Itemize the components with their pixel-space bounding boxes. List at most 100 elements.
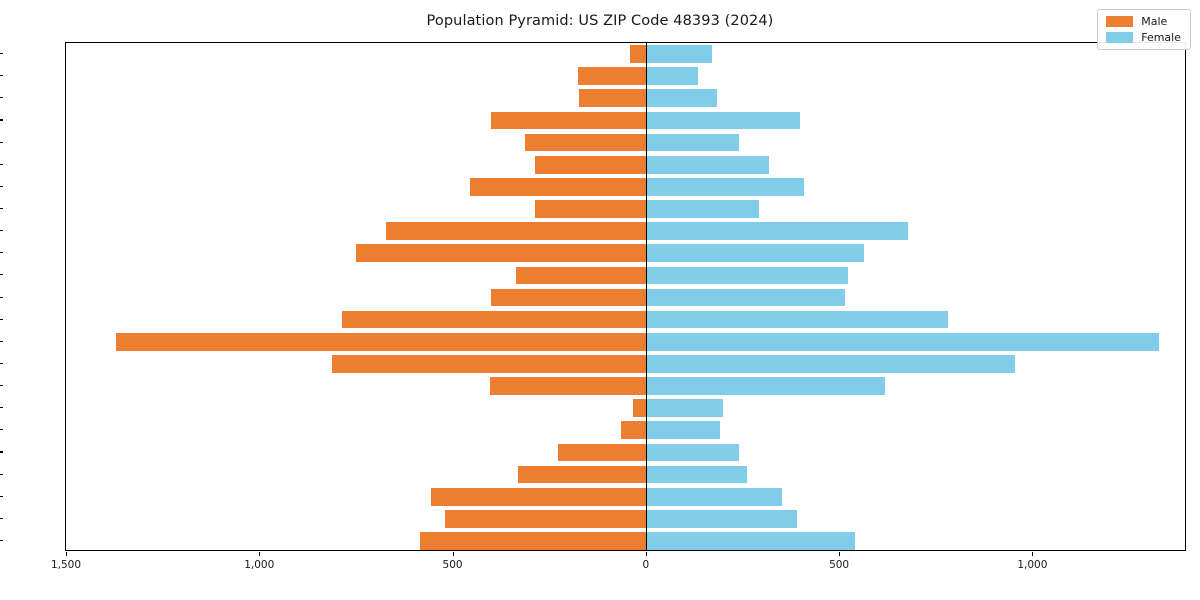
y-axis-tick-mark (0, 163, 3, 165)
y-axis-tick-mark (0, 407, 3, 409)
bar-row (66, 509, 1185, 528)
bar-row (66, 222, 1185, 240)
bar-male (557, 443, 646, 462)
bar-row (66, 244, 1185, 263)
bar-row (66, 111, 1185, 130)
legend-label: Female (1141, 31, 1181, 44)
legend-swatch-female (1106, 32, 1134, 43)
bar-female (645, 377, 886, 395)
y-axis-tick-mark (0, 473, 3, 475)
bar-male (419, 532, 646, 550)
bar-female (645, 222, 908, 240)
bar-male (630, 45, 646, 63)
bar-female (645, 487, 782, 506)
bar-male (490, 377, 646, 395)
bar-female (645, 421, 721, 440)
y-axis-tick-mark (0, 340, 3, 342)
bar-male (431, 487, 646, 506)
bar-female (645, 133, 739, 152)
y-axis-tick-mark (0, 53, 3, 55)
x-axis-tick-label: 500 (442, 559, 463, 571)
x-axis-tick-label: 1,000 (244, 559, 275, 571)
x-axis-tick-mark (66, 552, 68, 556)
bar-male (491, 111, 646, 130)
bar-row (66, 332, 1185, 351)
x-axis-tick-mark (452, 552, 454, 556)
bar-male (444, 509, 646, 528)
bar-female (645, 200, 759, 218)
bar-row (66, 133, 1185, 152)
bar-female (645, 399, 724, 417)
x-axis-tick-label: 1,500 (50, 559, 82, 571)
y-axis-tick-mark (0, 75, 3, 77)
x-axis-tick-mark (259, 552, 261, 556)
bar-male (469, 177, 646, 196)
bar-row (66, 200, 1185, 218)
bar-female (645, 266, 848, 285)
bar-female (645, 532, 855, 550)
bar-male (116, 332, 646, 351)
zero-axis-line (645, 43, 648, 550)
y-axis-tick-mark (0, 207, 3, 210)
chart-title: Population Pyramid: US ZIP Code 48393 (2… (426, 13, 774, 29)
bar-male (342, 310, 646, 329)
y-axis-tick-mark (0, 517, 3, 519)
bar-female (645, 310, 949, 329)
bar-male (578, 67, 646, 86)
bar-male (491, 288, 646, 307)
legend-item: Male (1106, 16, 1181, 27)
bar-female (645, 89, 718, 108)
bar-row (66, 465, 1185, 484)
legend-swatch-male (1106, 16, 1134, 27)
bar-female (645, 155, 769, 174)
x-axis-tick-label: 500 (829, 559, 850, 571)
bar-female (645, 45, 712, 63)
bars-layer (66, 43, 1185, 550)
bar-row (66, 377, 1185, 395)
bar-row (66, 355, 1185, 373)
x-axis-tick-mark (1032, 552, 1034, 556)
bar-row (66, 288, 1185, 307)
y-axis-tick-mark (0, 141, 3, 143)
bar-female (645, 465, 748, 484)
legend-item: Female (1106, 32, 1181, 43)
bar-male (524, 133, 646, 152)
bar-row (66, 266, 1185, 285)
legend-label: Male (1141, 15, 1168, 28)
y-axis-tick-mark (0, 119, 3, 121)
y-axis-tick-mark (0, 318, 3, 320)
bar-male (331, 355, 646, 373)
bar-female (645, 443, 739, 462)
plot-area: 1,500 1,000 500 0 500 1,000 (51, 42, 1186, 571)
y-axis-tick-mark (0, 274, 3, 276)
y-axis-tick-mark (0, 451, 3, 453)
bar-female (645, 67, 698, 86)
bar-female (645, 111, 800, 130)
y-axis-tick-mark (0, 495, 3, 497)
bar-male (534, 200, 646, 218)
x-axis-tick-label: 1,000 (1017, 559, 1048, 571)
y-axis-tick-mark (0, 429, 3, 431)
y-axis-tick-mark (0, 230, 3, 232)
y-axis-tick-mark (0, 252, 3, 254)
bar-row (66, 89, 1185, 108)
bar-row (66, 443, 1185, 462)
bar-male (620, 421, 646, 440)
y-axis-tick-mark (0, 385, 3, 387)
chart-legend: Male Female (1097, 9, 1191, 50)
bar-row (66, 45, 1185, 63)
bar-row (66, 532, 1185, 550)
bar-male (355, 244, 646, 263)
bar-male (518, 465, 646, 484)
y-axis-tick-mark (0, 362, 3, 364)
bar-row (66, 310, 1185, 329)
y-axis-tick-mark (0, 539, 3, 542)
bar-row (66, 487, 1185, 506)
bar-male (515, 266, 646, 285)
bar-male (534, 155, 646, 174)
bar-female (645, 355, 1015, 373)
bar-female (645, 509, 798, 528)
bar-row (66, 155, 1185, 174)
bar-male (579, 89, 646, 108)
